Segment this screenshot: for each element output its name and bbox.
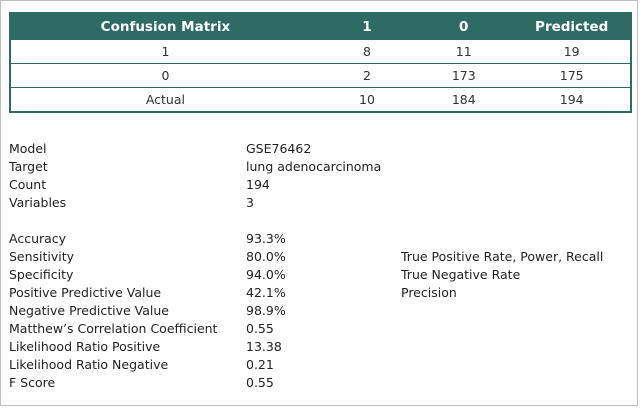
metric-row-ppv: Positive Predictive Value 42.1% Precisio… xyxy=(9,284,603,302)
row-label: Actual xyxy=(10,87,320,112)
table-cell: 184 xyxy=(414,87,514,112)
metric-note: True Negative Rate xyxy=(401,267,521,282)
table-header-row: Confusion Matrix 1 0 Predicted xyxy=(10,13,631,40)
metric-label: Sensitivity xyxy=(9,249,75,264)
table-cell: 11 xyxy=(414,39,514,64)
metric-value: 42.1% xyxy=(246,285,286,300)
info-value: 194 xyxy=(246,177,270,192)
table-cell: 194 xyxy=(513,87,631,112)
info-row-target: Target lung adenocarcinoma xyxy=(9,158,603,176)
header-predicted-total: Predicted xyxy=(513,13,631,40)
table-cell: 173 xyxy=(414,63,514,88)
metric-label: Negative Predictive Value xyxy=(9,303,169,318)
table-row: Actual 10 184 194 xyxy=(10,87,631,112)
metric-label: Positive Predictive Value xyxy=(9,285,162,300)
info-value: lung adenocarcinoma xyxy=(246,159,382,174)
metric-row-npv: Negative Predictive Value 98.9% xyxy=(9,302,603,320)
metric-label: Likelihood Ratio Positive xyxy=(9,339,161,354)
table-cell: 2 xyxy=(319,63,415,88)
row-label: 1 xyxy=(10,39,320,64)
metric-value: 93.3% xyxy=(246,231,286,246)
header-predicted-0: 0 xyxy=(414,13,514,40)
metric-value: 0.55 xyxy=(246,321,274,336)
table-cell: 19 xyxy=(513,39,631,64)
metric-label: Likelihood Ratio Negative xyxy=(9,357,169,372)
info-label: Target xyxy=(9,159,48,174)
info-label: Count xyxy=(9,177,47,192)
metric-note: Precision xyxy=(401,285,457,300)
metric-value: 0.55 xyxy=(246,375,274,390)
table-row: 1 8 11 19 xyxy=(10,39,631,64)
info-value: GSE76462 xyxy=(246,141,312,156)
metric-label: Matthew’s Correlation Coefficient xyxy=(9,321,218,336)
info-label: Model xyxy=(9,141,47,156)
table-cell: 175 xyxy=(513,63,631,88)
table-cell: 8 xyxy=(319,39,415,64)
metric-row-f-score: F Score 0.55 xyxy=(9,374,603,392)
results-panel: Confusion Matrix 1 0 Predicted 1 8 11 19… xyxy=(0,0,638,406)
metric-label: F Score xyxy=(9,375,56,390)
table-row: 0 2 173 175 xyxy=(10,63,631,88)
metric-row-specificity: Specificity 94.0% True Negative Rate xyxy=(9,266,603,284)
header-predicted-1: 1 xyxy=(319,13,415,40)
metric-value: 13.38 xyxy=(246,339,282,354)
metric-value: 80.0% xyxy=(246,249,286,264)
row-label: 0 xyxy=(10,63,320,88)
model-statistics: Model GSE76462 Target lung adenocarcinom… xyxy=(9,140,603,392)
metric-label: Specificity xyxy=(9,267,74,282)
metric-value: 0.21 xyxy=(246,357,274,372)
metric-value: 98.9% xyxy=(246,303,286,318)
metric-row-lr-positive: Likelihood Ratio Positive 13.38 xyxy=(9,338,603,356)
confusion-matrix-table: Confusion Matrix 1 0 Predicted 1 8 11 19… xyxy=(9,12,632,113)
metric-row-accuracy: Accuracy 93.3% xyxy=(9,230,603,248)
info-label: Variables xyxy=(9,195,67,210)
info-row-variables: Variables 3 xyxy=(9,194,603,212)
metric-value: 94.0% xyxy=(246,267,286,282)
metric-row-sensitivity: Sensitivity 80.0% True Positive Rate, Po… xyxy=(9,248,603,266)
section-spacer xyxy=(9,212,603,230)
info-value: 3 xyxy=(246,195,254,210)
header-confusion-matrix: Confusion Matrix xyxy=(10,13,320,40)
info-row-model: Model GSE76462 xyxy=(9,140,603,158)
table-cell: 10 xyxy=(319,87,415,112)
metric-note: True Positive Rate, Power, Recall xyxy=(401,249,604,264)
info-row-count: Count 194 xyxy=(9,176,603,194)
metric-row-mcc: Matthew’s Correlation Coefficient 0.55 xyxy=(9,320,603,338)
metric-row-lr-negative: Likelihood Ratio Negative 0.21 xyxy=(9,356,603,374)
metric-label: Accuracy xyxy=(9,231,67,246)
